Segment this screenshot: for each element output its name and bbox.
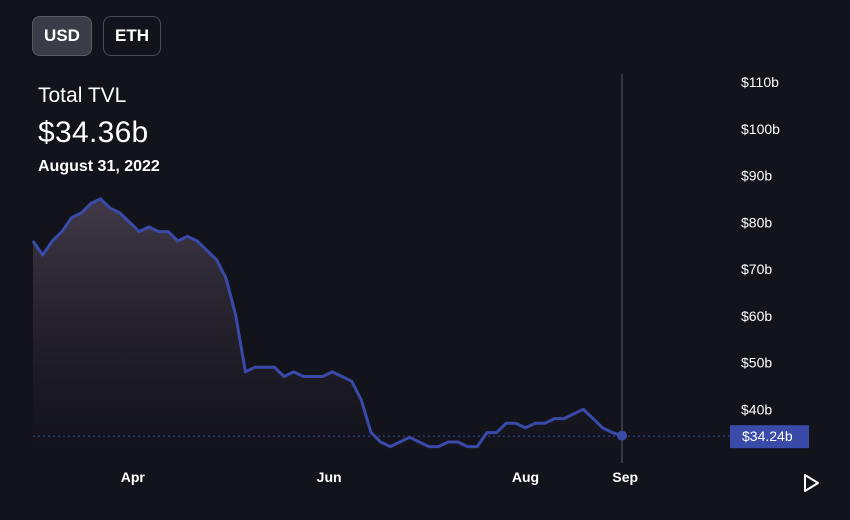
current-price-tag-label: $34.24b (742, 428, 793, 444)
tvl-value: $34.36b (38, 116, 149, 149)
play-icon[interactable] (798, 470, 824, 496)
currency-toggle: USD ETH (32, 16, 161, 56)
chart-area-fill (33, 198, 622, 456)
y-tick-label: $50b (741, 355, 772, 371)
cursor-point (617, 430, 627, 441)
x-tick-label: Aug (512, 469, 539, 485)
series-line (31, 197, 623, 449)
current-price-tag (730, 425, 809, 449)
usd-button[interactable]: USD (32, 16, 92, 56)
eth-button[interactable]: ETH (103, 16, 161, 56)
y-tick-label: $40b (741, 401, 772, 417)
tvl-title: Total TVL (38, 84, 127, 107)
y-tick-label: $60b (741, 308, 772, 324)
tvl-info-panel: Total TVL $34.36b August 31, 2022 (38, 84, 160, 176)
x-tick-label: Apr (121, 469, 146, 485)
y-tick-label: $70b (741, 261, 772, 277)
x-tick-label: Jun (317, 469, 342, 485)
y-tick-label: $80b (741, 214, 772, 230)
y-tick-label: $90b (741, 168, 772, 184)
y-tick-label: $100b (741, 121, 780, 137)
y-tick-label: $110b (741, 74, 779, 90)
tvl-date: August 31, 2022 (38, 158, 160, 175)
x-tick-label: Sep (612, 469, 638, 485)
